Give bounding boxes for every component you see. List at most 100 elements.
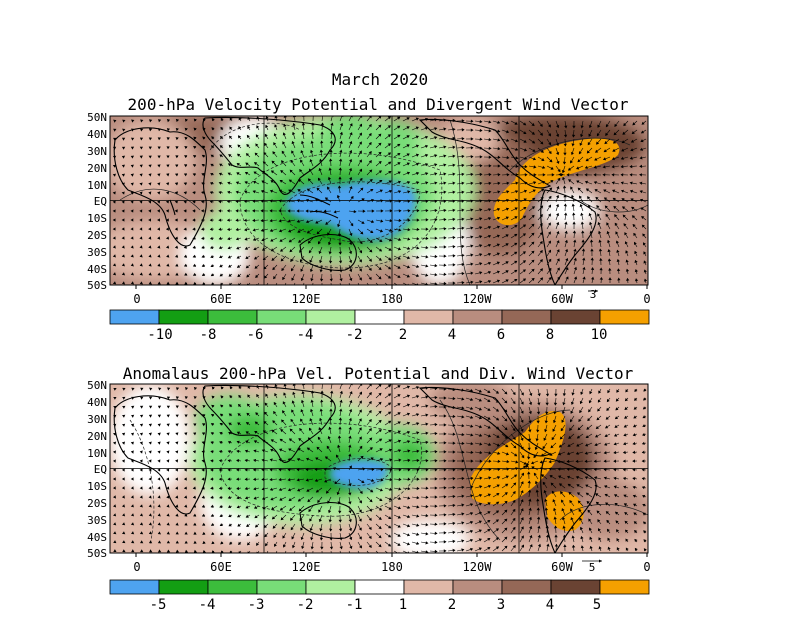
wind-vector-head: [572, 212, 576, 216]
wind-vector-head: [227, 237, 231, 241]
wind-vector-head: [192, 173, 196, 177]
wind-vector-head: [245, 153, 250, 157]
wind-vector-head: [278, 458, 282, 462]
wind-vector-head: [140, 128, 144, 132]
wind-vector-head: [238, 385, 242, 389]
wind-vector-head: [339, 140, 343, 144]
wind-vector-head: [236, 255, 240, 259]
wind-vector-head: [585, 188, 590, 192]
wind-vector-head: [184, 450, 187, 454]
wind-vector-head: [633, 503, 637, 507]
wind-vector-head: [545, 525, 549, 529]
wind-vector-head: [218, 227, 222, 231]
wind-vector-head: [567, 444, 571, 447]
wind-vector-head: [535, 438, 539, 442]
wind-vector: [357, 550, 360, 553]
wind-vector-head: [359, 141, 362, 145]
wind-vector-head: [554, 534, 558, 538]
wind-vector-head: [568, 179, 572, 183]
wind-vector-head: [564, 212, 568, 216]
wind-vector-head: [289, 428, 293, 432]
wind-vector-head: [254, 524, 259, 528]
wind-vector-head: [452, 432, 456, 436]
wind-vector-head: [425, 209, 429, 213]
wind-vector-head: [157, 405, 162, 409]
wind-vector-head: [192, 459, 196, 463]
wind-vector-head: [148, 495, 152, 499]
wind-vector-head: [397, 439, 402, 443]
wind-vector-head: [470, 433, 474, 437]
wind-vector-head: [452, 244, 456, 249]
bottom-colorbar-tick: 5: [593, 597, 601, 613]
wind-vector-head: [348, 176, 353, 180]
wind-vector-head: [378, 410, 382, 414]
wind-vector-head: [113, 450, 116, 454]
wind-vector-head: [531, 214, 535, 219]
wind-vector-head: [165, 227, 169, 231]
wind-vector-head: [280, 429, 284, 433]
wind-vector-head: [434, 227, 438, 231]
wind-vector-head: [201, 432, 205, 436]
wind-vector-head: [470, 119, 474, 123]
wind-vector-head: [452, 217, 456, 222]
top-shading: [110, 116, 648, 285]
wind-vector-head: [615, 520, 619, 524]
wind-vector-head: [568, 491, 572, 495]
wind-vector-head: [192, 200, 196, 204]
wind-vector-head: [166, 146, 170, 150]
wind-vector-head: [434, 208, 438, 213]
wind-vector-head: [210, 154, 214, 158]
wind-vector-head: [604, 442, 608, 446]
wind-vector-head: [166, 118, 171, 123]
wind-vector-head: [227, 440, 232, 444]
wind-vector-head: [634, 278, 639, 282]
wind-vector-head: [552, 420, 557, 424]
wind-vector-head: [253, 449, 257, 453]
wind-vector-head: [614, 424, 618, 428]
wind-vector-head: [397, 506, 402, 510]
wind-vector-head: [122, 137, 126, 141]
wind-vector-head: [235, 237, 239, 241]
wind-vector-head: [416, 273, 420, 278]
wind-vector-head: [514, 216, 518, 220]
wind-vector-head: [556, 240, 560, 244]
wind-vector-head: [288, 189, 292, 193]
wind-vector-head: [273, 133, 277, 137]
wind-vector-head: [348, 260, 353, 264]
wind-vector-head: [166, 164, 170, 168]
wind-vector-head: [244, 237, 248, 241]
wind-vector-head: [407, 458, 411, 463]
wind-vector-head: [130, 486, 134, 490]
wind-vector-head: [326, 445, 330, 449]
wind-vector-head: [175, 495, 179, 499]
wind-vector-head: [415, 162, 420, 166]
wind-vector-head: [416, 477, 420, 481]
wind-vector-head: [319, 417, 323, 421]
wind-vector-head: [183, 227, 187, 231]
wind-vector-head: [602, 181, 606, 185]
colorbar-swatch: [354, 579, 405, 595]
top-lat-label: 50N: [87, 111, 107, 124]
wind-vector-head: [572, 230, 577, 234]
wind-vector-head: [113, 405, 117, 409]
wind-vector-head: [641, 468, 645, 472]
wind-vector-head: [271, 429, 275, 433]
wind-vector-head: [633, 397, 638, 401]
wind-vector-head: [582, 266, 586, 270]
wind-vector-head: [238, 117, 242, 121]
wind-vector-head: [407, 449, 411, 453]
wind-vector-head: [387, 275, 392, 279]
wind-vector-head: [283, 392, 287, 396]
wind-vector-head: [174, 191, 178, 195]
wind-vector-head: [211, 118, 215, 122]
wind-vector-head: [210, 273, 215, 277]
wind-vector-head: [289, 249, 293, 253]
wind-vector-head: [520, 437, 524, 441]
bottom-lat-label: 40S: [87, 531, 107, 544]
wind-vector-head: [416, 514, 420, 518]
wind-vector-head: [139, 513, 143, 517]
wind-vector-head: [368, 160, 372, 164]
wind-vector-head: [523, 461, 527, 465]
wind-vector-head: [575, 459, 579, 464]
bottom-wind-vectors: [112, 384, 647, 553]
